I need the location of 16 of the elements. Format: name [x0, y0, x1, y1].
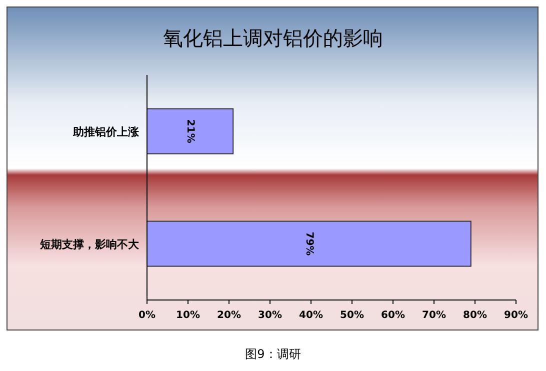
- x-tick-label: 50%: [340, 310, 364, 321]
- data-label: 21%: [184, 119, 196, 144]
- x-tick-label: 0%: [138, 310, 156, 321]
- y-tick-label: 助推铝价上涨: [72, 125, 140, 138]
- x-tick-label: 60%: [381, 310, 405, 321]
- x-tick-label: 30%: [258, 310, 282, 321]
- chart-title: 氧化铝上调对铝价的影响: [163, 26, 383, 50]
- x-tick-label: 80%: [463, 310, 487, 321]
- data-label: 79%: [303, 232, 314, 256]
- x-tick-label: 90%: [504, 310, 528, 321]
- y-tick-label: 短期支撑，影响不大: [39, 238, 140, 251]
- x-tick-label: 40%: [299, 310, 323, 321]
- caption: 图9：调研: [245, 347, 301, 361]
- x-tick-label: 70%: [422, 310, 446, 321]
- x-tick-label: 10%: [176, 310, 200, 321]
- x-tick-label: 20%: [217, 310, 241, 321]
